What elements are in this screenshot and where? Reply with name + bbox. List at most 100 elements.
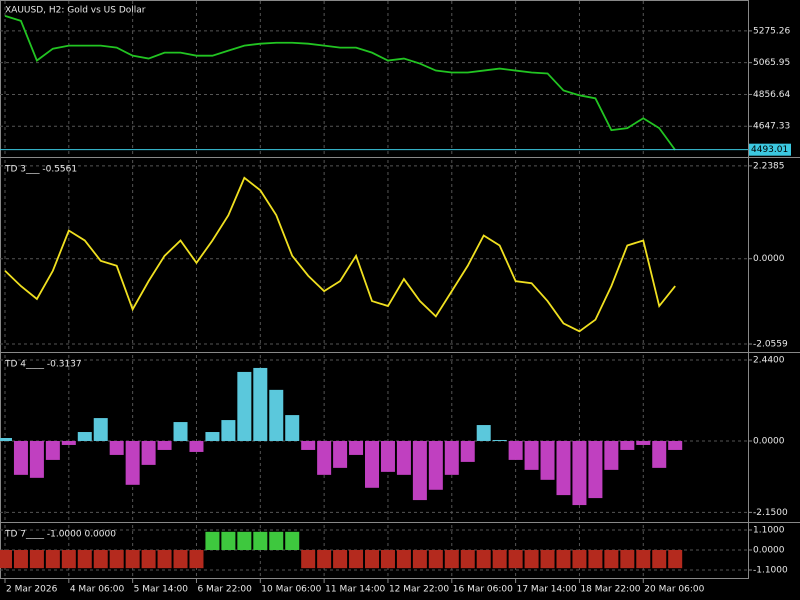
histogram-bar [428, 440, 443, 490]
histogram-bar [237, 531, 252, 550]
histogram-bar [668, 550, 683, 569]
pane-title: TD 3___ -0.5561 [4, 165, 77, 175]
histogram-bar [540, 550, 555, 569]
histogram-bar [13, 550, 28, 569]
histogram-bar [396, 550, 411, 569]
histogram-bar [157, 550, 172, 569]
histogram-bar [125, 440, 140, 485]
histogram-bar [365, 550, 380, 569]
histogram-bar [412, 550, 427, 569]
histogram-bar [588, 440, 603, 499]
histogram-bar [157, 440, 172, 450]
x-tick-label: 12 Mar 22:00 [389, 585, 449, 595]
y-tick-label: 4647.33 [753, 122, 790, 132]
y-tick-label: 0.0000 [753, 254, 785, 264]
pane-title: TD 7____ -1.0000 0.0000 [4, 530, 116, 540]
histogram-bar [652, 550, 667, 569]
x-tick-label: 17 Mar 14:00 [517, 585, 577, 595]
histogram-bar [668, 440, 683, 450]
histogram-bar [572, 440, 587, 506]
histogram-bar [492, 439, 507, 441]
histogram-bar [604, 550, 619, 569]
histogram-bar [109, 550, 124, 569]
histogram-bar [428, 550, 443, 569]
histogram-bar [556, 550, 571, 569]
histogram-bar [444, 550, 459, 569]
histogram-bar [301, 440, 316, 450]
histogram-bar [476, 425, 491, 441]
histogram-bar [396, 440, 411, 475]
histogram-bar [556, 440, 571, 496]
x-tick-label: 11 Mar 14:00 [325, 585, 385, 595]
histogram-bar [652, 440, 667, 468]
last-price-label: 4493.01 [751, 145, 788, 155]
y-tick-label: 0.0000 [753, 546, 785, 556]
y-tick-label: 0.0000 [753, 436, 785, 446]
y-tick-label: 4856.64 [753, 90, 790, 100]
histogram-bar [636, 440, 651, 445]
histogram-bar [380, 550, 395, 569]
x-tick-label: 10 Mar 06:00 [261, 585, 321, 595]
y-tick-label: 2.2385 [753, 161, 785, 171]
histogram-bar [524, 440, 539, 470]
histogram-bar [237, 371, 252, 441]
histogram-bar [636, 550, 651, 569]
histogram-bar [285, 415, 300, 441]
x-tick-label: 5 Mar 14:00 [134, 585, 189, 595]
histogram-bar [221, 420, 236, 441]
histogram-bar [604, 440, 619, 470]
y-tick-label: 2.4400 [753, 355, 785, 365]
y-tick-label: -1.1000 [753, 566, 788, 576]
x-tick-label: 2 Mar 2026 [6, 585, 58, 595]
x-tick-label: 18 Mar 22:00 [580, 585, 640, 595]
x-tick-label: 4 Mar 06:00 [70, 585, 125, 595]
histogram-bar [205, 432, 220, 441]
histogram-bar [45, 550, 60, 569]
histogram-bar [620, 550, 635, 569]
histogram-bar [460, 440, 475, 462]
histogram-bar [476, 550, 491, 569]
pane-title: XAUUSD, H2: Gold vs US Dollar [5, 6, 146, 16]
y-tick-label: 5275.26 [753, 26, 790, 36]
histogram-bar [444, 440, 459, 475]
pane-title: TD 4____ -0.3137 [4, 360, 82, 370]
plot-frame [0, 0, 749, 579]
y-tick-label: -2.0559 [753, 340, 788, 350]
histogram-bar [492, 550, 507, 569]
y-tick-label: -2.1500 [753, 508, 788, 518]
histogram-bar [173, 550, 188, 569]
x-tick-label: 20 Mar 06:00 [644, 585, 704, 595]
histogram-bar [524, 550, 539, 569]
histogram-bar [29, 550, 44, 569]
x-tick-label: 6 Mar 22:00 [197, 585, 252, 595]
histogram-bar [317, 440, 332, 475]
histogram-bar [93, 550, 108, 569]
histogram-bar [380, 440, 395, 472]
histogram-bar [221, 531, 236, 550]
histogram-bar [269, 389, 284, 441]
histogram-bar [253, 367, 268, 441]
histogram-bar [189, 440, 204, 452]
histogram-bar [0, 550, 12, 569]
series-line [4, 176, 676, 333]
histogram-bar [77, 550, 92, 569]
histogram-bar [285, 531, 300, 550]
histogram-bar [333, 550, 348, 569]
histogram-bar [317, 550, 332, 569]
histogram-bar [269, 531, 284, 550]
histogram-bar [141, 550, 156, 569]
histogram-bar [189, 550, 204, 569]
histogram-bar [173, 422, 188, 441]
histogram-bar [13, 440, 28, 475]
histogram-bar [508, 440, 523, 460]
histogram-bar [109, 440, 124, 455]
histogram-bar [349, 550, 364, 569]
histogram-bar [301, 550, 316, 569]
histogram-bar [588, 550, 603, 569]
histogram-bar [141, 440, 156, 465]
x-tick-label: 16 Mar 06:00 [453, 585, 513, 595]
histogram-bar [620, 440, 635, 450]
histogram-bar [412, 440, 427, 501]
